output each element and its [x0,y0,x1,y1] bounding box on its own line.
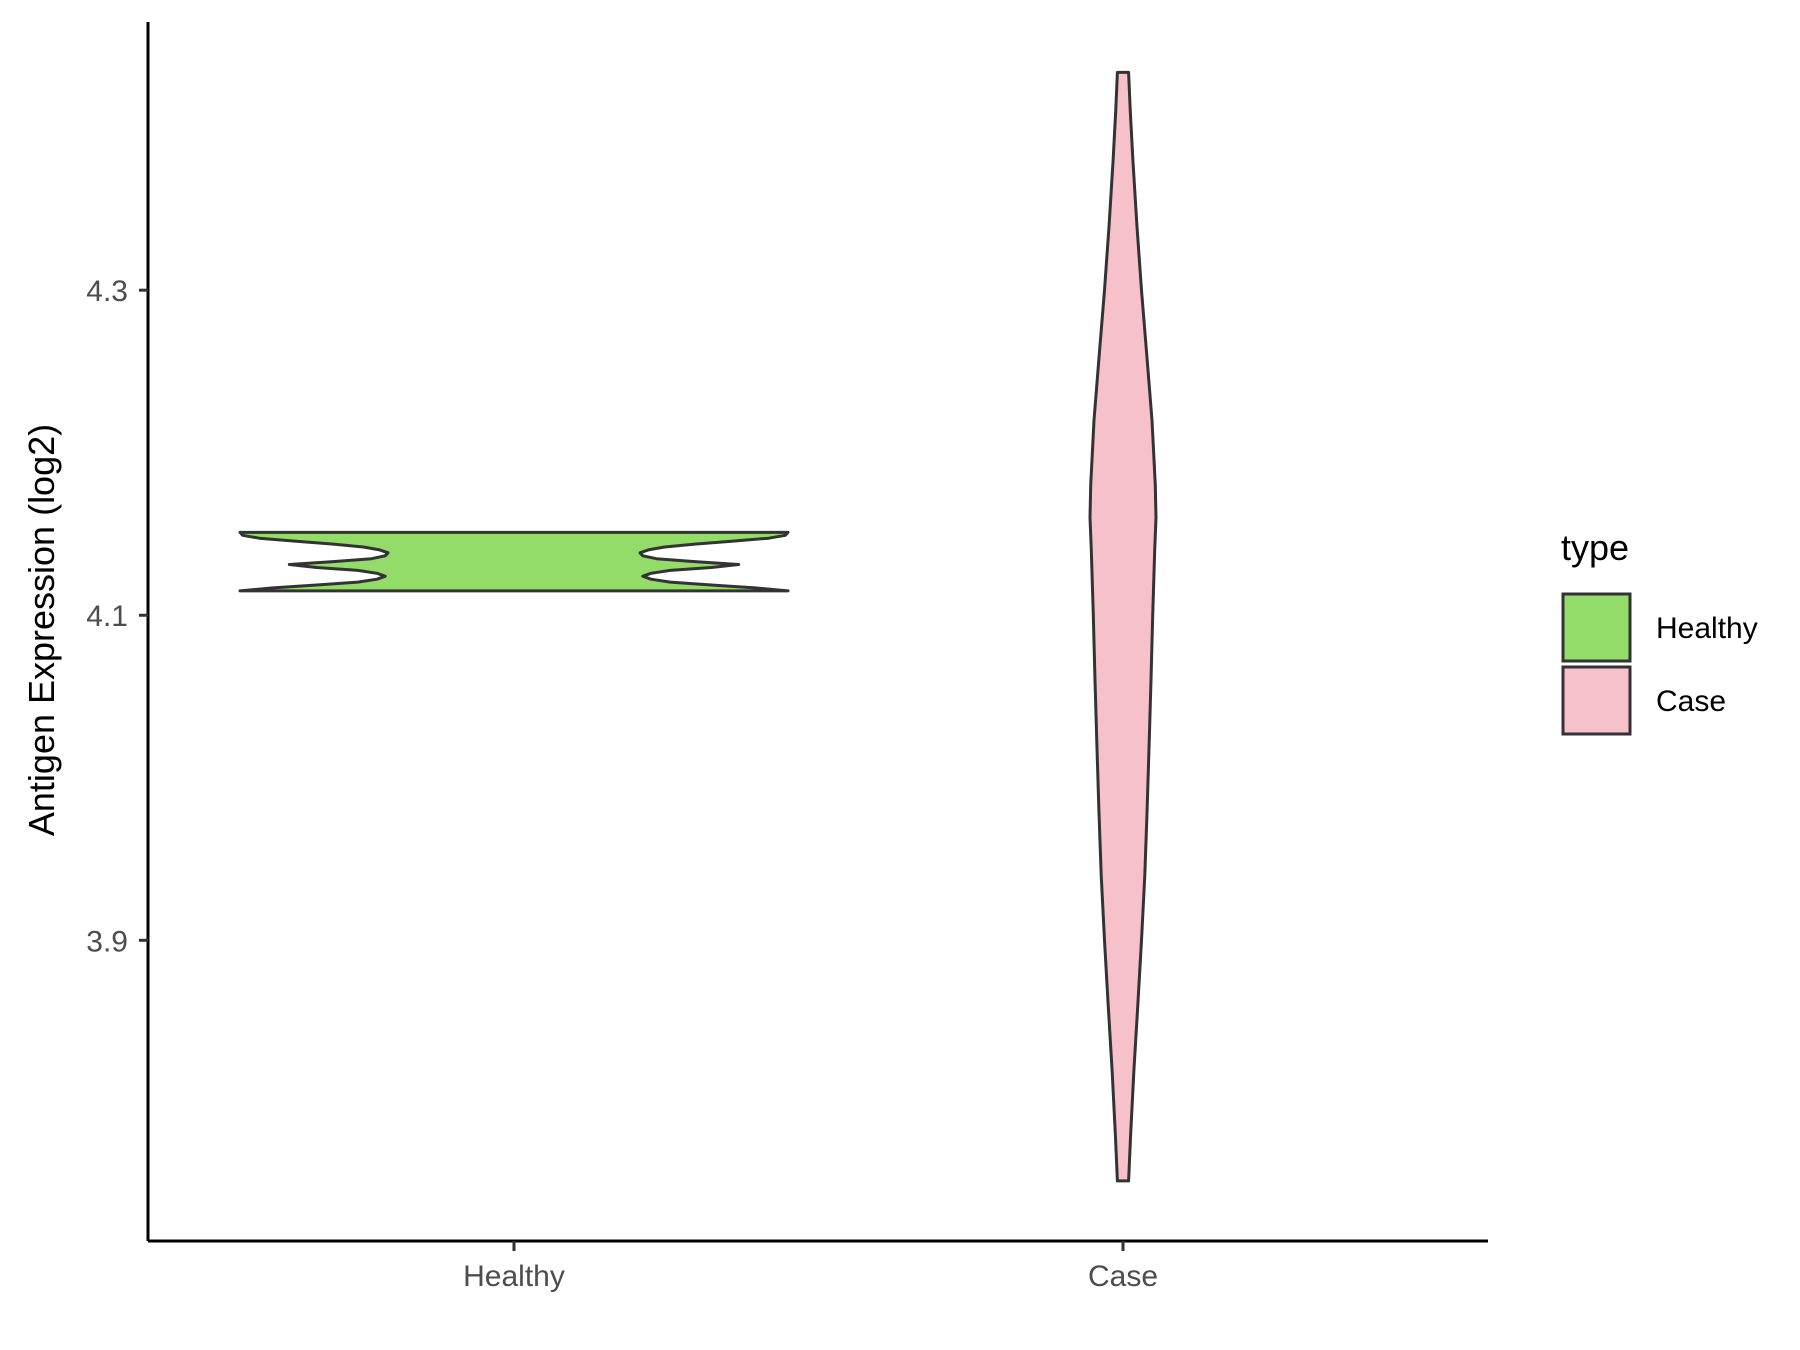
legend-title: type [1561,527,1629,568]
y-ticks: 3.9 4.1 4.3 [86,275,148,958]
y-tick-label: 4.3 [86,275,128,308]
y-tick-label: 4.1 [86,600,128,633]
legend-entries: Healthy Case [1561,592,1758,736]
legend: type Healthy Case [1561,527,1758,736]
x-tick-label: Healthy [463,1260,565,1293]
violin-healthy [238,530,790,593]
legend-label-case: Case [1656,685,1726,718]
y-tick-label: 3.9 [86,925,128,958]
legend-label-healthy: Healthy [1656,612,1758,645]
legend-swatch-healthy [1561,592,1632,663]
violin-case [1088,70,1158,1183]
y-axis-title: Antigen Expression (log2) [21,424,62,836]
x-tick-label: Case [1088,1260,1158,1293]
violins [238,70,1158,1183]
legend-swatch-case [1561,665,1632,736]
x-ticks: Healthy Case [463,1241,1158,1293]
